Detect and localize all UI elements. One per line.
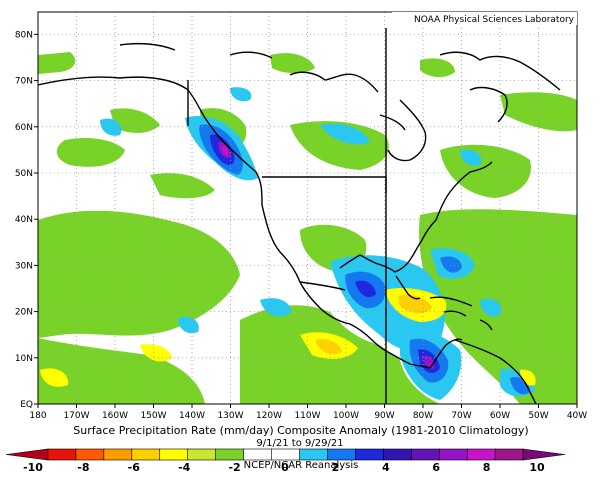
lon-label: 110W [294, 411, 320, 421]
latitude-labels: EQ 10N 20N 30N 40N 50N 60N 70N 80N [15, 30, 38, 410]
lat-label: 60N [15, 123, 33, 133]
longitude-labels: 180 170W 160W 150W 140W 130W 120W 110W 100W 90W 80… [29, 404, 587, 421]
colorbar-label: -2 [228, 461, 240, 474]
colorbar-label: 8 [483, 461, 491, 474]
anomaly-field [38, 52, 577, 404]
lon-label: 60W [490, 411, 510, 421]
source-label: NCEP/NCAR Reanalysis [244, 460, 359, 471]
colorbar-swatch [327, 448, 357, 461]
lon-label: 120W [256, 411, 282, 421]
lon-label: 80W [413, 411, 433, 421]
colorbar-swatch [103, 448, 133, 461]
lon-label: 40W [567, 411, 587, 421]
graticule [38, 12, 577, 404]
credit-label: NOAA Physical Sciences Laboratory [414, 15, 575, 25]
date-range: 9/1/21 to 9/29/21 [256, 438, 343, 449]
lat-label: 10N [15, 354, 33, 364]
lat-label: EQ [20, 400, 33, 410]
colorbar-swatch [466, 448, 496, 461]
colorbar-swatch [75, 448, 105, 461]
colorbar-swatch [187, 448, 217, 461]
colorbar-label: -4 [178, 461, 191, 474]
lon-label: 70W [451, 411, 471, 421]
lon-label: 100W [333, 411, 359, 421]
colorbar-swatch [5, 448, 49, 461]
lon-label: 170W [63, 411, 89, 421]
lat-label: 40N [15, 215, 33, 225]
lat-label: 70N [15, 77, 33, 87]
colorbar-label: 4 [382, 461, 390, 474]
lat-label: 20N [15, 308, 33, 318]
lon-label: 180 [29, 411, 46, 421]
colorbar-label: -6 [128, 461, 141, 474]
colorbar-swatch [47, 448, 77, 461]
lat-label: 50N [15, 169, 33, 179]
lat-label: 80N [15, 30, 33, 40]
colorbar-swatch [383, 448, 413, 461]
coastlines [38, 42, 561, 404]
colorbar-label: -8 [77, 461, 89, 474]
colorbar-swatch [243, 448, 273, 461]
colorbar: -10 -8 -6 -4 -2 0 2 4 6 8 10 [5, 448, 566, 474]
lon-label: 90W [374, 411, 394, 421]
lon-label: 150W [140, 411, 166, 421]
colorbar-swatch [410, 448, 441, 461]
colorbar-swatch [215, 448, 245, 461]
colorbar-label: 10 [529, 461, 545, 474]
borders [187, 28, 387, 404]
colorbar-label: 0 [281, 461, 289, 474]
lon-label: 50W [528, 411, 548, 421]
colorbar-swatch [131, 448, 161, 461]
colorbar-swatch [355, 448, 385, 461]
colorbar-swatch [159, 448, 189, 461]
colorbar-label: 6 [432, 461, 440, 474]
colorbar-swatch [271, 448, 301, 461]
colorbar-swatch [299, 448, 329, 461]
lat-label: 30N [15, 261, 33, 271]
colorbar-swatch [438, 448, 468, 461]
colorbar-swatch [522, 448, 566, 461]
credit-box [392, 12, 577, 25]
lon-label: 160W [102, 411, 128, 421]
colorbar-label: 2 [332, 461, 340, 474]
colorbar-swatch [494, 448, 524, 461]
lon-label: 140W [179, 411, 205, 421]
colorbar-label: -10 [23, 461, 43, 474]
map-title: Surface Precipitation Rate (mm/day) Comp… [73, 424, 528, 437]
lon-label: 130W [217, 411, 243, 421]
